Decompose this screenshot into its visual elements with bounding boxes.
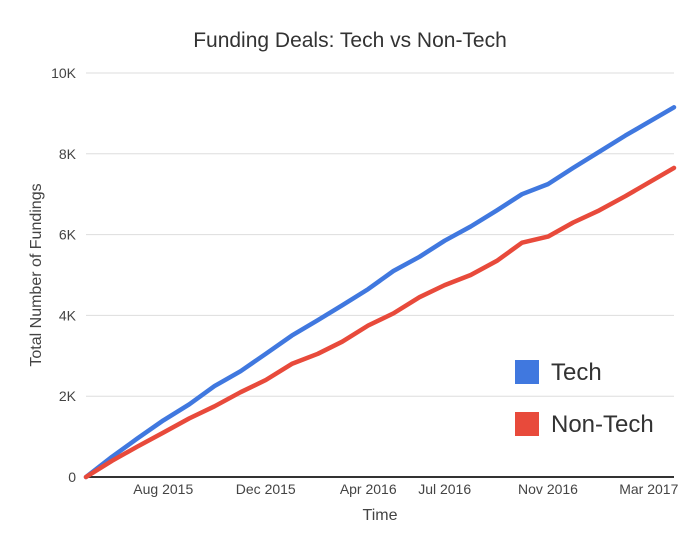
y-tick-label: 2K — [59, 388, 77, 404]
y-tick-label: 6K — [59, 227, 77, 243]
y-tick-label: 0 — [68, 469, 76, 485]
x-tick-label: Aug 2015 — [133, 481, 193, 497]
series-line-non-tech — [83, 165, 677, 480]
x-axis-ticks: Aug 2015 Dec 2015 Apr 2016 Jul 2016 Nov 2016… — [133, 481, 678, 497]
legend-label: Tech — [551, 359, 602, 386]
y-axis-ticks: 0 2K 4K 6K 8K 10K — [51, 65, 77, 485]
x-tick-label: Mar 2017 — [619, 481, 678, 497]
legend-swatch — [515, 360, 539, 384]
x-tick-label: Jul 2016 — [418, 481, 471, 497]
legend: Tech Non-Tech — [515, 359, 654, 438]
legend-label: Non-Tech — [551, 411, 654, 438]
y-tick-label: 8K — [59, 146, 77, 162]
y-axis-label: Total Number of Fundings — [28, 183, 45, 366]
x-tick-label: Apr 2016 — [340, 481, 397, 497]
x-tick-label: Nov 2016 — [518, 481, 578, 497]
x-tick-label: Dec 2015 — [236, 481, 296, 497]
series-line-tech — [83, 105, 677, 480]
x-axis-label: Time — [363, 507, 398, 524]
y-tick-label: 10K — [51, 65, 77, 81]
legend-swatch — [515, 412, 539, 436]
y-tick-label: 4K — [59, 307, 77, 323]
series-lines — [83, 105, 677, 480]
chart-title: Funding Deals: Tech vs Non-Tech — [193, 29, 507, 52]
grid — [86, 72, 674, 397]
